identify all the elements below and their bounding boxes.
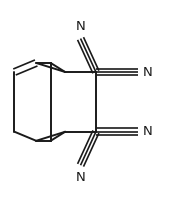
Text: N: N (143, 125, 153, 138)
Text: N: N (143, 65, 153, 78)
Text: N: N (76, 171, 85, 184)
Text: N: N (76, 20, 85, 33)
